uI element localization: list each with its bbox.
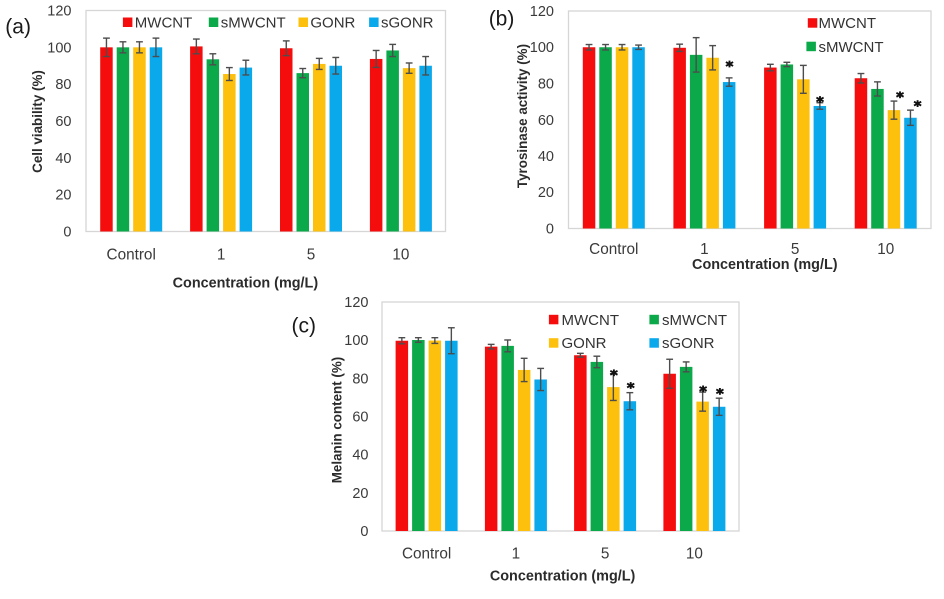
svg-text:1: 1 (700, 241, 709, 258)
svg-text:sGONR: sGONR (381, 15, 434, 32)
svg-text:60: 60 (538, 113, 554, 129)
svg-text:100: 100 (47, 40, 71, 56)
svg-text:60: 60 (352, 410, 368, 426)
svg-text:0: 0 (63, 225, 71, 241)
svg-text:GONR: GONR (310, 15, 355, 32)
svg-text:MWCNT: MWCNT (135, 15, 192, 32)
svg-text:(a): (a) (5, 15, 31, 38)
svg-text:40: 40 (55, 151, 71, 167)
svg-text:sMWCNT: sMWCNT (662, 312, 727, 329)
svg-text:sMWCNT: sMWCNT (819, 39, 884, 56)
svg-text:Cell viability (%): Cell viability (%) (30, 70, 45, 173)
svg-text:1: 1 (512, 546, 521, 563)
svg-text:80: 80 (538, 77, 554, 93)
svg-text:5: 5 (791, 241, 800, 258)
svg-text:1: 1 (217, 246, 226, 263)
svg-text:0: 0 (546, 222, 554, 238)
svg-text:(c): (c) (292, 315, 317, 338)
svg-text:Concentration (mg/L): Concentration (mg/L) (490, 568, 636, 584)
svg-text:10: 10 (392, 246, 409, 263)
svg-text:20: 20 (352, 486, 368, 502)
svg-text:40: 40 (352, 448, 368, 464)
svg-text:20: 20 (55, 188, 71, 204)
svg-text:120: 120 (530, 4, 554, 20)
svg-text:MWCNT: MWCNT (819, 15, 876, 32)
svg-text:Melanin content (%): Melanin content (%) (330, 357, 345, 483)
svg-text:80: 80 (55, 77, 71, 93)
svg-text:20: 20 (538, 185, 554, 201)
svg-text:GONR: GONR (562, 335, 607, 352)
svg-text:120: 120 (344, 295, 368, 311)
svg-text:60: 60 (55, 114, 71, 130)
svg-text:Control: Control (107, 246, 156, 263)
svg-text:5: 5 (307, 246, 316, 263)
svg-text:MWCNT: MWCNT (562, 312, 619, 329)
svg-text:Control: Control (402, 546, 451, 563)
svg-text:(b): (b) (489, 8, 515, 31)
svg-text:5: 5 (601, 546, 610, 563)
svg-text:sMWCNT: sMWCNT (221, 15, 286, 32)
svg-text:80: 80 (352, 371, 368, 387)
svg-text:120: 120 (47, 4, 71, 20)
svg-text:40: 40 (538, 149, 554, 165)
svg-text:10: 10 (877, 241, 894, 258)
svg-text:sGONR: sGONR (662, 335, 715, 352)
svg-text:0: 0 (360, 524, 368, 540)
svg-text:Concentration (mg/L): Concentration (mg/L) (692, 257, 838, 273)
svg-text:Tyrosinase activity (%): Tyrosinase activity (%) (515, 44, 530, 188)
svg-text:Concentration (mg/L): Concentration (mg/L) (173, 275, 319, 291)
svg-text:10: 10 (686, 546, 703, 563)
svg-text:Control: Control (589, 241, 638, 258)
svg-text:100: 100 (530, 40, 554, 56)
svg-text:100: 100 (344, 333, 368, 349)
